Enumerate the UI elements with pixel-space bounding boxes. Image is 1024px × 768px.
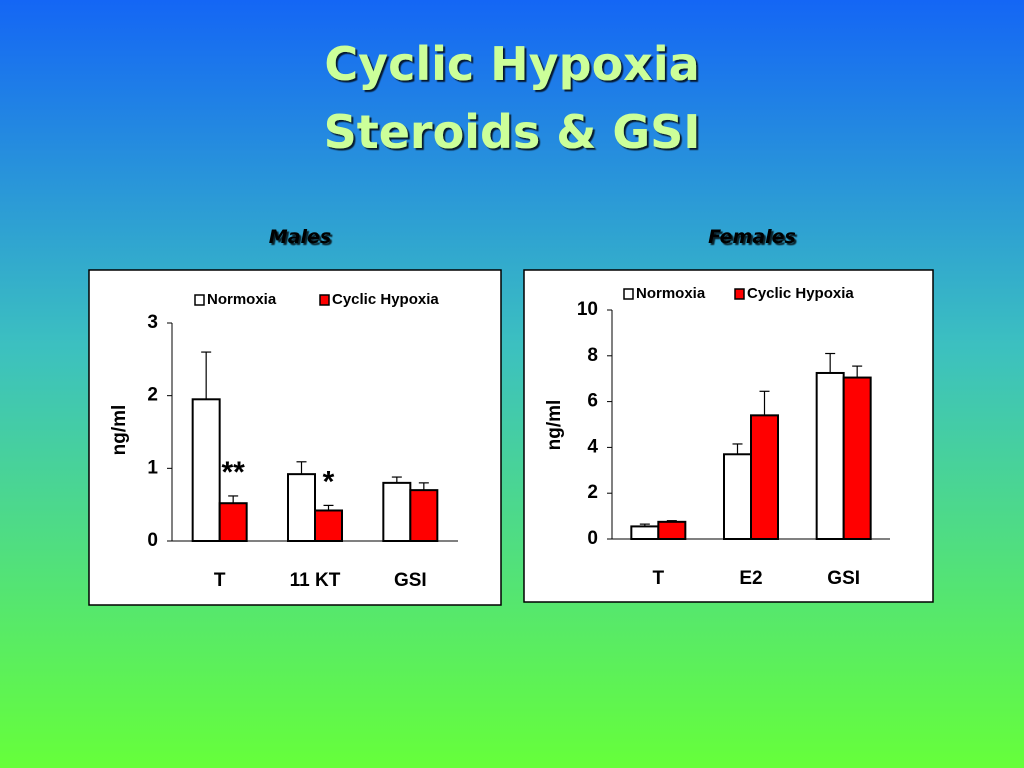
legend-label: Normoxia [636, 285, 706, 302]
chart-panel [88, 269, 502, 606]
y-tick-label: 0 [587, 528, 598, 549]
chart-panel [523, 269, 934, 603]
y-axis-label: ng/ml [109, 405, 130, 456]
bar [630, 525, 660, 541]
x-tick-label: T [653, 568, 665, 589]
y-tick-label: 2 [147, 385, 158, 406]
bar [657, 520, 687, 541]
x-tick-label: GSI [394, 570, 427, 591]
annotation: ** [221, 456, 245, 489]
y-axis-label: ng/ml [544, 400, 565, 451]
legend-swatch [623, 288, 634, 300]
y-tick-label: 10 [577, 299, 598, 320]
legend-swatch [194, 294, 205, 306]
y-tick-label: 3 [147, 312, 158, 333]
y-tick-label: 8 [587, 345, 598, 366]
bar [218, 502, 248, 543]
y-tick-label: 4 [587, 436, 598, 457]
legend-swatch [734, 288, 745, 300]
legend-swatch [319, 294, 330, 306]
bar [723, 453, 752, 540]
bar [191, 398, 221, 542]
y-tick-label: 6 [587, 391, 598, 412]
charts: Males 0 1 2 3 ng/ml T ** 11 KT * GSI Normoxia Cyclic… [88, 226, 934, 606]
panel-title: Males [269, 226, 331, 248]
y-tick-label: 0 [147, 530, 158, 551]
x-tick-label: E2 [739, 568, 762, 589]
annotation: * [323, 465, 335, 498]
x-tick-label: GSI [827, 568, 860, 589]
bar [382, 481, 412, 543]
y-tick-label: 1 [147, 457, 158, 478]
legend-label: Normoxia [207, 291, 277, 308]
bar [815, 371, 845, 540]
x-tick-label: 11 KT [290, 570, 341, 591]
slide-title: Cyclic Hypoxia [324, 37, 699, 91]
legend-label: Cyclic Hypoxia [332, 291, 439, 308]
slide-title: Steroids & GSI [324, 105, 701, 159]
bar [314, 509, 343, 543]
bar [750, 414, 779, 540]
bar [409, 489, 439, 542]
y-tick-label: 2 [587, 482, 598, 503]
bar [842, 376, 872, 540]
panel-title: Females [708, 226, 796, 248]
legend-label: Cyclic Hypoxia [747, 285, 854, 302]
x-tick-label: T [214, 570, 226, 591]
bar [287, 473, 316, 542]
